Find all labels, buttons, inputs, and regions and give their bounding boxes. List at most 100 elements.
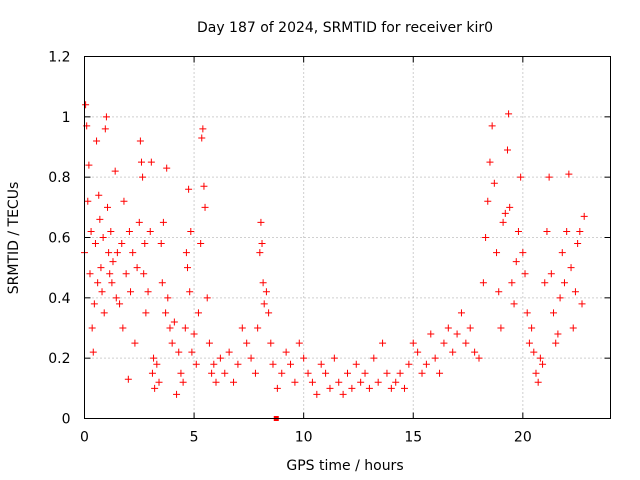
data-point — [155, 378, 163, 386]
data-point — [506, 203, 514, 211]
data-point — [105, 249, 113, 257]
data-point — [453, 330, 461, 338]
data-point — [550, 309, 558, 317]
data-point — [139, 173, 147, 181]
data-point — [198, 134, 206, 142]
data-point — [326, 384, 334, 392]
data-point — [90, 300, 98, 308]
data-point — [565, 170, 573, 178]
data-point — [94, 279, 102, 287]
data-point — [89, 348, 97, 356]
data-point — [210, 360, 218, 368]
data-point — [488, 122, 496, 130]
x-tick-label: 10 — [295, 430, 313, 446]
data-point — [322, 369, 330, 377]
data-point — [265, 309, 273, 317]
data-point — [238, 324, 246, 332]
data-point — [436, 369, 444, 377]
data-point — [221, 369, 229, 377]
y-axis-label: SRMTID / TECUs — [6, 182, 22, 295]
data-point — [86, 270, 94, 278]
data-point — [135, 218, 143, 226]
x-tick-label: 0 — [80, 430, 89, 446]
data-point — [131, 339, 139, 347]
data-point — [440, 339, 448, 347]
data-point — [576, 227, 584, 235]
data-point — [269, 360, 277, 368]
data-point — [140, 270, 148, 278]
data-point — [519, 249, 527, 257]
data-point — [101, 125, 109, 133]
data-point — [383, 369, 391, 377]
data-point — [118, 240, 126, 248]
data-point — [146, 227, 154, 235]
data-point — [462, 339, 470, 347]
data-point — [571, 288, 579, 296]
data-point — [317, 360, 325, 368]
data-point — [387, 384, 395, 392]
data-point — [194, 309, 202, 317]
data-point — [136, 137, 144, 145]
y-tick-label: 1 — [62, 110, 71, 126]
data-point — [508, 279, 516, 287]
data-point — [536, 354, 544, 362]
data-point — [444, 324, 452, 332]
data-point — [365, 384, 373, 392]
data-point — [133, 264, 141, 272]
data-point — [484, 197, 492, 205]
grid — [84, 56, 611, 419]
y-tick-label: 0.6 — [48, 231, 70, 247]
data-point — [267, 339, 275, 347]
data-point — [199, 125, 207, 133]
data-point — [514, 227, 522, 235]
y-tick-label: 1.2 — [48, 50, 70, 66]
data-point — [104, 203, 112, 211]
data-point — [528, 324, 536, 332]
data-point — [179, 378, 187, 386]
data-point — [517, 173, 525, 181]
data-point — [187, 227, 195, 235]
data-point — [495, 288, 503, 296]
data-point — [273, 384, 281, 392]
data-point — [457, 309, 465, 317]
data-point — [177, 369, 185, 377]
data-point — [259, 279, 267, 287]
data-point — [501, 209, 509, 217]
data-point — [163, 164, 171, 172]
data-point — [499, 218, 507, 226]
data-point — [186, 288, 194, 296]
data-point — [97, 264, 105, 272]
data-point — [109, 258, 117, 266]
data-point — [567, 264, 575, 272]
data-point — [144, 288, 152, 296]
data-point — [578, 300, 586, 308]
data-point — [431, 354, 439, 362]
data-point — [304, 369, 312, 377]
data-point — [471, 348, 479, 356]
data-point — [151, 384, 159, 392]
data-point — [545, 173, 553, 181]
data-point — [107, 227, 115, 235]
data-point — [162, 309, 170, 317]
data-point — [482, 234, 490, 241]
data-point — [95, 191, 103, 199]
data-point — [125, 227, 133, 235]
data-point — [258, 240, 266, 248]
data-point — [158, 279, 166, 287]
data-point — [230, 378, 238, 386]
data-point — [182, 249, 190, 257]
axis-ticks: 0 0.2 0.4 0.6 0.8 1 1.2 0 5 10 15 20 — [48, 50, 611, 446]
data-point — [505, 110, 513, 118]
data-point — [300, 354, 308, 362]
data-point — [197, 240, 205, 248]
data-point — [291, 378, 299, 386]
data-point — [116, 300, 124, 308]
data-point — [479, 279, 487, 287]
data-point — [181, 324, 189, 332]
data-point — [137, 158, 145, 166]
data-point — [112, 294, 120, 302]
data-point — [192, 360, 200, 368]
data-point — [282, 348, 290, 356]
y-tick-label: 0 — [62, 412, 71, 428]
